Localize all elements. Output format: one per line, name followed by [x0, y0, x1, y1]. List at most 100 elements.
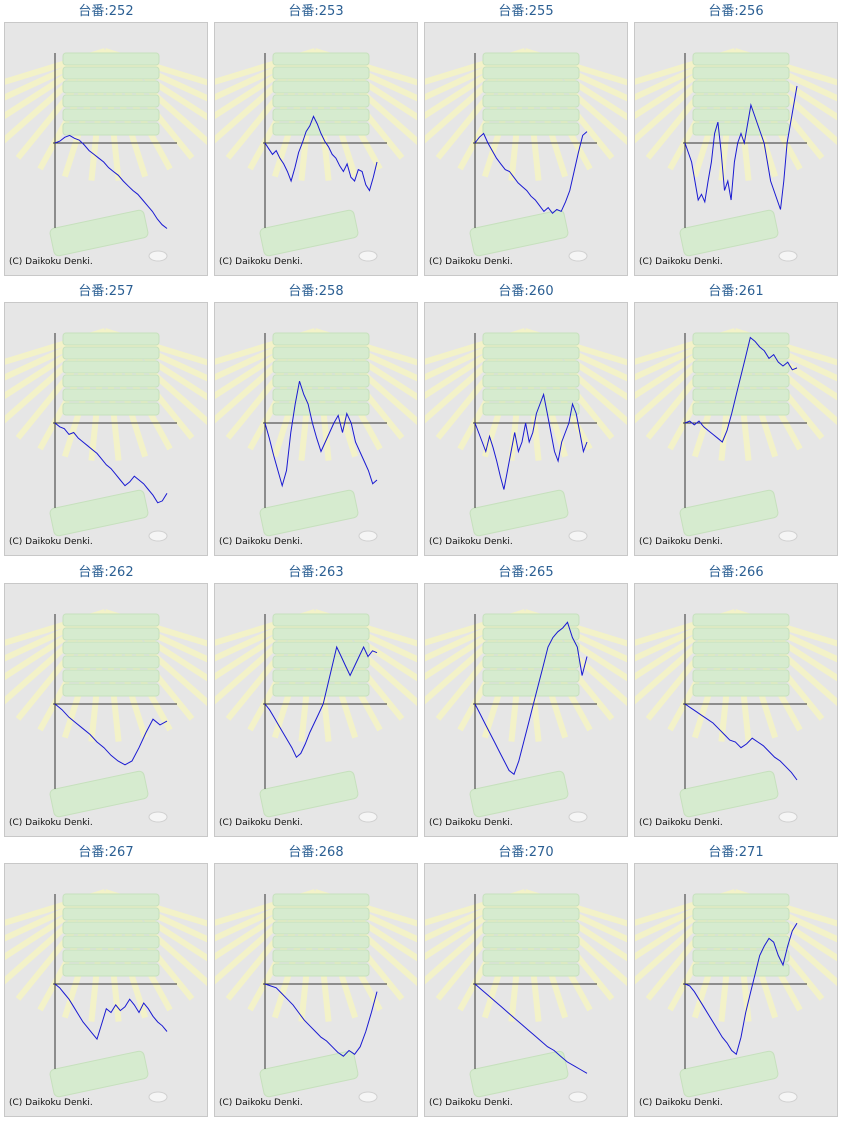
coin-shape	[568, 250, 588, 262]
sunburst-ray	[635, 328, 737, 424]
series-line	[684, 922, 798, 1056]
stack-block	[482, 360, 580, 374]
copyright-label: (C) Daikoku Denki.	[429, 818, 513, 828]
chart-svg	[5, 609, 207, 823]
chart-title[interactable]: 台番:255	[498, 4, 554, 19]
tray-shape	[469, 209, 569, 257]
chart-title[interactable]: 台番:267	[78, 845, 134, 860]
stack-block	[272, 346, 370, 360]
copyright-label: (C) Daikoku Denki.	[639, 257, 723, 267]
chart-frame: (C) Daikoku Denki.	[214, 302, 418, 556]
stack-block	[692, 893, 790, 907]
stack-block	[692, 360, 790, 374]
chart-title[interactable]: 台番:257	[78, 284, 134, 299]
copyright-label: (C) Daikoku Denki.	[219, 818, 303, 828]
chart-svg	[635, 328, 837, 542]
stack-block	[692, 963, 790, 977]
chart-svg	[5, 328, 207, 542]
copyright-label: (C) Daikoku Denki.	[219, 1098, 303, 1108]
chart-svg	[425, 48, 627, 262]
chart-title[interactable]: 台番:258	[288, 284, 344, 299]
sunburst-ray	[215, 609, 317, 705]
chart-title[interactable]: 台番:265	[498, 565, 554, 580]
stack-block	[62, 935, 160, 949]
tray-shape	[469, 489, 569, 537]
stack-block	[62, 374, 160, 388]
chart-title[interactable]: 台番:263	[288, 565, 344, 580]
stack-block	[482, 402, 580, 416]
chart-title[interactable]: 台番:268	[288, 845, 344, 860]
stack-block	[272, 963, 370, 977]
copyright-label: (C) Daikoku Denki.	[9, 818, 93, 828]
stack-block	[692, 613, 790, 627]
stack-block	[62, 921, 160, 935]
coin-shape	[778, 1091, 798, 1103]
stack-block	[272, 669, 370, 683]
tray-shape	[469, 770, 569, 818]
coin-shape	[358, 1091, 378, 1103]
chart-panel: 台番:268 (C) Daikoku Denki.	[214, 841, 418, 1119]
stack-block	[482, 94, 580, 108]
sunburst-ray	[5, 889, 107, 985]
stack-block	[482, 641, 580, 655]
coin-shape	[148, 530, 168, 542]
coin-shape	[358, 250, 378, 262]
sunburst-ray	[425, 48, 527, 144]
chart-title[interactable]: 台番:270	[498, 845, 554, 860]
background-motif	[5, 328, 207, 542]
sunburst-ray	[215, 889, 317, 985]
stack-block	[62, 669, 160, 683]
stack-block	[272, 641, 370, 655]
sunburst-ray	[635, 48, 737, 144]
coin-shape	[568, 811, 588, 823]
stack-block	[692, 94, 790, 108]
coin-shape	[568, 1091, 588, 1103]
stack-block	[62, 641, 160, 655]
stack-block	[482, 122, 580, 136]
stack-block	[62, 52, 160, 66]
chart-frame: (C) Daikoku Denki.	[424, 302, 628, 556]
background-motif	[215, 889, 417, 1103]
tray-shape	[49, 770, 149, 818]
stack-block	[272, 360, 370, 374]
chart-title[interactable]: 台番:260	[498, 284, 554, 299]
chart-panel: 台番:263 (C) Daikoku Denki.	[214, 561, 418, 839]
chart-title[interactable]: 台番:262	[78, 565, 134, 580]
stack-block	[692, 627, 790, 641]
series-line	[474, 621, 588, 776]
background-motif	[5, 889, 207, 1103]
stack-block	[482, 893, 580, 907]
coin-shape	[778, 811, 798, 823]
series-line	[474, 131, 588, 215]
chart-title[interactable]: 台番:253	[288, 4, 344, 19]
chart-frame: (C) Daikoku Denki.	[634, 22, 838, 276]
tray-shape	[49, 209, 149, 257]
stack-block	[272, 52, 370, 66]
chart-panel: 台番:271 (C) Daikoku Denki.	[634, 841, 838, 1119]
chart-title[interactable]: 台番:261	[708, 284, 764, 299]
series-line	[474, 392, 588, 490]
stack-block	[272, 374, 370, 388]
series-line	[264, 645, 378, 759]
stack-block	[482, 80, 580, 94]
stack-block	[482, 332, 580, 346]
tray-shape	[679, 1050, 779, 1098]
chart-title[interactable]: 台番:266	[708, 565, 764, 580]
stack-block	[272, 949, 370, 963]
sunburst-ray	[425, 889, 527, 985]
chart-title[interactable]: 台番:256	[708, 4, 764, 19]
tray-shape	[469, 1050, 569, 1098]
stack-block	[482, 613, 580, 627]
chart-frame: (C) Daikoku Denki.	[214, 863, 418, 1117]
chart-panel: 台番:253 (C) Daikoku Denki.	[214, 0, 418, 278]
stack-block	[482, 949, 580, 963]
series-line	[54, 134, 168, 229]
chart-title[interactable]: 台番:271	[708, 845, 764, 860]
stack-block	[692, 388, 790, 402]
chart-frame: (C) Daikoku Denki.	[214, 22, 418, 276]
chart-title[interactable]: 台番:252	[78, 4, 134, 19]
stack-block	[692, 66, 790, 80]
background-motif	[215, 328, 417, 542]
stack-block	[692, 52, 790, 66]
background-motif	[635, 328, 837, 542]
